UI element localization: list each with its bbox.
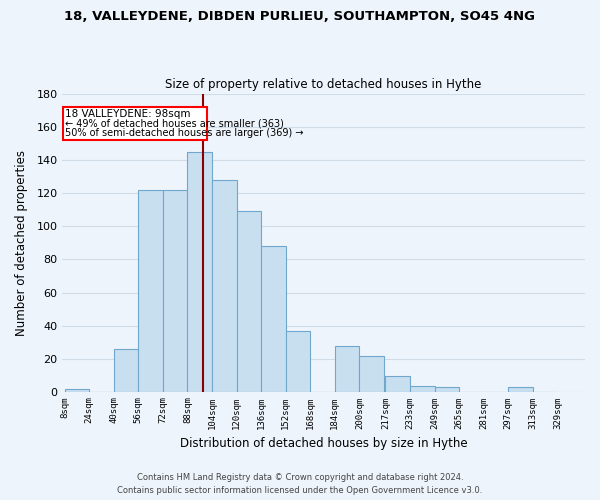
Y-axis label: Number of detached properties: Number of detached properties [15, 150, 28, 336]
Bar [261, 246, 286, 392]
Bar [335, 346, 359, 392]
Text: 18 VALLEYDENE: 98sqm: 18 VALLEYDENE: 98sqm [65, 110, 190, 120]
Bar [359, 356, 384, 392]
Bar [63, 107, 208, 140]
Bar [236, 212, 261, 392]
X-axis label: Distribution of detached houses by size in Hythe: Distribution of detached houses by size … [179, 437, 467, 450]
Bar [286, 331, 310, 392]
Bar [434, 388, 459, 392]
Bar [385, 376, 410, 392]
Text: 18, VALLEYDENE, DIBDEN PURLIEU, SOUTHAMPTON, SO45 4NG: 18, VALLEYDENE, DIBDEN PURLIEU, SOUTHAMP… [65, 10, 536, 23]
Text: ← 49% of detached houses are smaller (363): ← 49% of detached houses are smaller (36… [65, 118, 284, 128]
Bar [410, 386, 434, 392]
Bar [163, 190, 187, 392]
Title: Size of property relative to detached houses in Hythe: Size of property relative to detached ho… [165, 78, 482, 91]
Bar [508, 388, 533, 392]
Text: 50% of semi-detached houses are larger (369) →: 50% of semi-detached houses are larger (… [65, 128, 303, 138]
Bar [65, 389, 89, 392]
Bar [139, 190, 163, 392]
Bar [212, 180, 236, 392]
Bar [187, 152, 212, 392]
Text: Contains HM Land Registry data © Crown copyright and database right 2024.
Contai: Contains HM Land Registry data © Crown c… [118, 474, 482, 495]
Bar [114, 349, 139, 392]
